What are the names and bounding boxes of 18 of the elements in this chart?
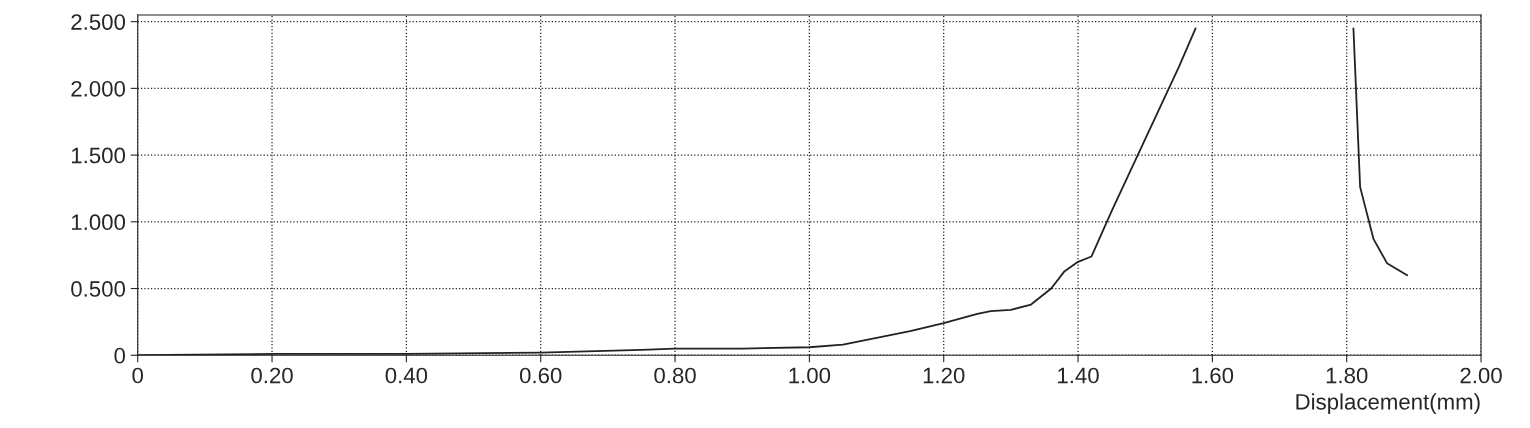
y-tick-label: 0.500 [71, 281, 126, 297]
y-tick-label: 1.000 [71, 214, 126, 231]
y-tick-label: 0 [114, 347, 126, 364]
x-tick-label: 1.40 [1058, 367, 1099, 384]
x-tick-label: 1.60 [1192, 367, 1234, 384]
x-tick-label: 0.20 [251, 367, 293, 384]
x-tick-label: 0.80 [654, 367, 696, 384]
y-tick-label: 2.500 [71, 14, 126, 30]
x-tick-label: 1.80 [1326, 367, 1368, 384]
y-tick-label: 1.500 [71, 147, 126, 164]
x-tick-label: 1.00 [789, 367, 831, 384]
y-tick-label: 2.000 [71, 80, 126, 97]
x-tick-label: 0.40 [385, 367, 428, 384]
x-tick-label: 2.00 [1460, 367, 1502, 384]
x-tick-label: 0 [132, 367, 144, 384]
x-axis-title: Displacement(mm) [1296, 393, 1480, 415]
x-tick-label: 1.20 [923, 367, 965, 384]
x-tick-label: 0.60 [519, 367, 562, 384]
